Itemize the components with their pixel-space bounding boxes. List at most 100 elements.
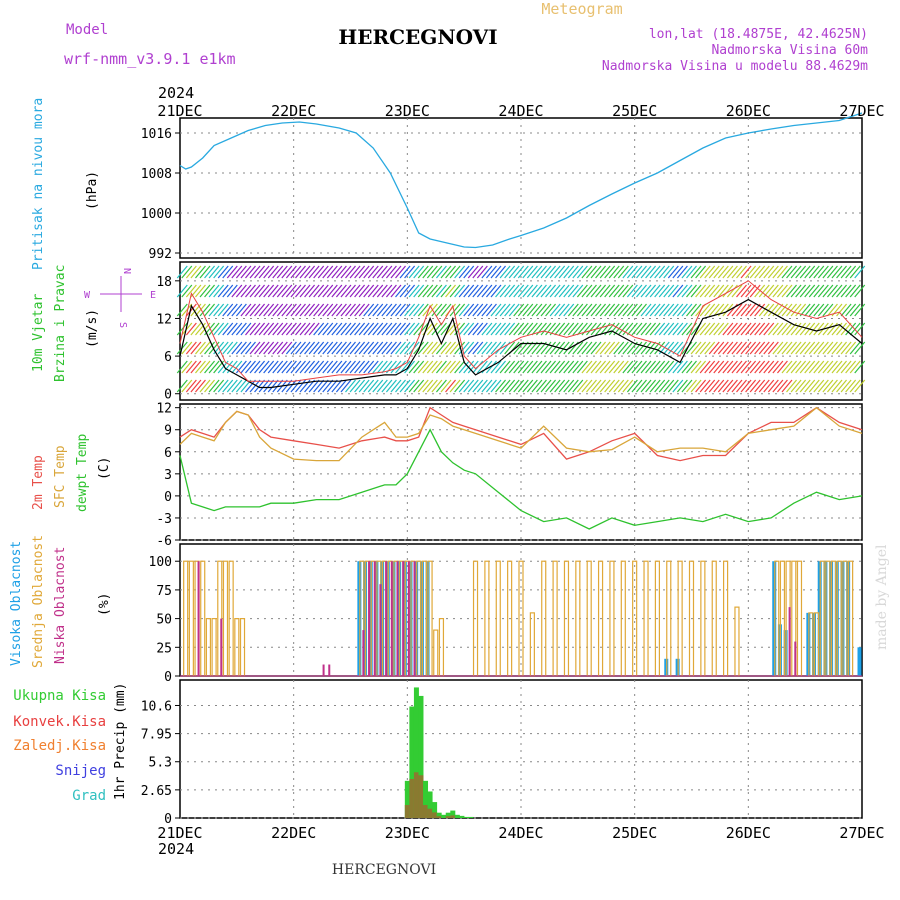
wind-barb [272, 284, 284, 298]
wind-barb [404, 303, 416, 317]
wind-barb [445, 322, 456, 336]
wind-barb [231, 341, 243, 355]
cloud-bar-mid [222, 560, 229, 677]
wind-barb [185, 303, 197, 317]
wind-barb [767, 379, 779, 393]
wind-barb [495, 284, 507, 298]
wind-barb [613, 284, 625, 298]
wind-barb [345, 379, 356, 393]
wind-barb [767, 303, 779, 317]
wind-barb [726, 265, 738, 279]
wind-barb [308, 265, 320, 279]
wind-barb [495, 322, 507, 336]
wind-barb [372, 341, 384, 355]
wind-barb [463, 284, 475, 298]
wind-barb [731, 379, 743, 393]
wind-barb [567, 379, 579, 393]
wind-barb [545, 360, 557, 374]
cloud-bar-mid [518, 560, 524, 677]
wind-barb [708, 360, 720, 374]
wind-barb [435, 284, 447, 298]
wind-barb [354, 379, 366, 393]
wind-barb [340, 284, 352, 298]
wind-barb [508, 360, 520, 374]
wind-barb [208, 360, 220, 374]
wind-barb [690, 379, 702, 393]
wind-barb [772, 341, 784, 355]
wind-barb [626, 284, 638, 298]
wind-barb [567, 265, 579, 279]
cloud-bar-low [328, 664, 331, 676]
wind-barb [435, 265, 447, 279]
wind-barb [590, 265, 602, 279]
wind-barb [504, 360, 516, 374]
wind-barb [231, 379, 243, 393]
wind-barb [381, 265, 393, 279]
wind-barb [617, 303, 629, 317]
wind-barb [322, 303, 334, 317]
wind-barb [422, 303, 434, 317]
wind-barb [626, 265, 638, 279]
cloud-bar-low [413, 561, 416, 676]
wind-barb [713, 341, 725, 355]
wind-barb [549, 303, 561, 317]
wind-barb [526, 322, 538, 336]
wind-barb [376, 379, 388, 393]
pressure-ytick-label: 1000 [141, 207, 172, 222]
cloud-bar-mid [825, 560, 831, 677]
wind-barb [263, 303, 275, 317]
wind-barb [599, 322, 611, 336]
wind-barb [745, 379, 757, 393]
wind-barb [704, 322, 716, 336]
cloud-bar-mid [529, 612, 535, 677]
wind-barb [604, 265, 616, 279]
wind-barb [840, 303, 852, 317]
compass-e: E [150, 290, 156, 301]
wind-barb [663, 360, 675, 374]
wind-barb [576, 265, 588, 279]
wind-barb [199, 360, 211, 374]
wind-barb [576, 360, 588, 374]
wind-barb [654, 341, 666, 355]
cloud-bar-mid [722, 560, 729, 677]
wind-barb [804, 379, 816, 393]
wind-barb [572, 341, 584, 355]
wind-barb [708, 322, 720, 336]
wind-barb [222, 303, 234, 317]
wind-barb [435, 379, 447, 393]
wind-barb [831, 379, 843, 393]
wind-barb [340, 360, 352, 374]
wind-barb [267, 284, 279, 298]
wind-barb [181, 284, 193, 298]
x-tick-label-top: 23DEC [385, 102, 430, 120]
wind-barb [449, 265, 461, 279]
wind-barb [440, 265, 452, 279]
wind-barb [208, 303, 220, 317]
wind-barb [426, 284, 438, 298]
wind-barb [699, 322, 711, 336]
wind-barb [786, 284, 797, 298]
wind-barb [276, 284, 288, 298]
wind-barb [808, 379, 820, 393]
wind-barb [304, 303, 316, 317]
wind-barb [272, 265, 284, 279]
wind-barb [526, 360, 538, 374]
wind-barb [558, 322, 570, 336]
wind-barb [358, 360, 370, 374]
wind-barb [495, 303, 507, 317]
wind-barb [276, 322, 288, 336]
wind-barb [499, 303, 511, 317]
wind-barb [399, 284, 411, 298]
wind-barb [376, 360, 388, 374]
wind-barb [263, 341, 275, 355]
wind-barb [249, 379, 261, 393]
wind-barb [254, 265, 266, 279]
wind-barb [822, 284, 834, 298]
station-title: HERCEGNOVI [338, 25, 497, 49]
wind-barb [740, 322, 752, 336]
wind-barb [317, 379, 329, 393]
wind-barb [272, 360, 284, 374]
wind-barb [317, 341, 329, 355]
wind-barb [404, 322, 416, 336]
wind-barb [354, 265, 366, 279]
